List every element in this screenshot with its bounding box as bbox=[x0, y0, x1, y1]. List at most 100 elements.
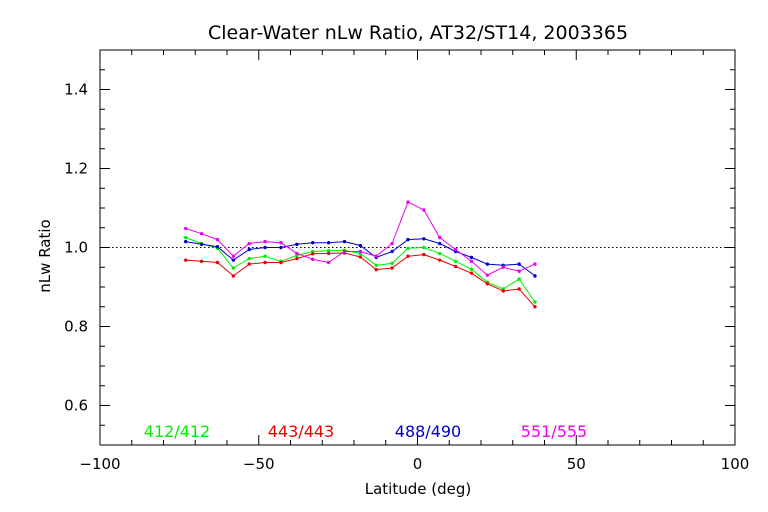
x-tick-label: 100 bbox=[721, 455, 750, 473]
data-point bbox=[326, 241, 331, 245]
series-layer bbox=[184, 200, 537, 309]
data-point bbox=[215, 245, 220, 249]
data-point bbox=[215, 237, 220, 242]
data-point bbox=[501, 289, 505, 293]
data-point bbox=[390, 266, 394, 270]
data-point bbox=[199, 259, 204, 264]
data-point bbox=[247, 262, 251, 266]
data-point bbox=[438, 241, 442, 246]
data-point bbox=[517, 262, 521, 266]
data-point bbox=[422, 252, 426, 257]
data-point bbox=[358, 243, 363, 248]
data-point bbox=[406, 237, 410, 242]
data-point bbox=[311, 252, 315, 256]
data-point bbox=[374, 263, 378, 267]
x-axis-label: Latitude (deg) bbox=[365, 480, 471, 498]
y-tick-label: 0.8 bbox=[64, 318, 88, 336]
series-488-490 bbox=[184, 237, 537, 278]
data-point bbox=[184, 239, 188, 244]
legend-entry: 488/490 bbox=[395, 422, 461, 441]
data-point bbox=[453, 247, 458, 252]
data-point bbox=[438, 235, 442, 240]
y-tick-label: 1.0 bbox=[64, 239, 88, 257]
data-point bbox=[501, 265, 505, 269]
data-point bbox=[422, 237, 426, 241]
data-point bbox=[295, 242, 299, 247]
data-point bbox=[295, 251, 299, 256]
data-point bbox=[279, 241, 283, 245]
data-point bbox=[199, 231, 204, 236]
y-tick-label: 1.2 bbox=[64, 160, 88, 178]
data-point bbox=[231, 258, 236, 262]
data-point bbox=[184, 226, 188, 231]
data-point bbox=[390, 261, 394, 265]
data-point bbox=[358, 255, 363, 259]
x-tick-label: −100 bbox=[79, 455, 120, 473]
data-point bbox=[311, 241, 315, 245]
data-point bbox=[469, 255, 474, 260]
data-point bbox=[231, 266, 236, 270]
data-point bbox=[326, 260, 331, 265]
x-tick-label: −50 bbox=[243, 455, 275, 473]
data-point bbox=[485, 273, 490, 277]
data-point bbox=[390, 241, 394, 246]
data-point bbox=[533, 300, 537, 304]
data-point bbox=[311, 249, 315, 254]
axis-ticks bbox=[99, 49, 736, 446]
data-point bbox=[231, 274, 236, 278]
data-point bbox=[263, 260, 267, 265]
data-point bbox=[247, 256, 251, 261]
data-point bbox=[390, 249, 394, 254]
legend: 412/412 443/443 488/490 551/555 bbox=[144, 422, 587, 441]
data-point bbox=[453, 264, 458, 269]
data-point bbox=[263, 245, 267, 250]
data-point bbox=[326, 251, 331, 256]
chart-title: Clear-Water nLw Ratio, AT32/ST14, 200336… bbox=[208, 22, 628, 44]
data-point bbox=[311, 257, 315, 262]
legend-entry: 412/412 bbox=[144, 422, 210, 441]
data-point bbox=[231, 254, 236, 258]
data-point bbox=[533, 305, 537, 309]
data-point bbox=[517, 269, 521, 273]
data-point bbox=[533, 262, 537, 266]
data-point bbox=[247, 241, 251, 246]
axis-tick-labels: −100 −50 0 50 100 0.6 0.8 1.0 1.2 1.4 bbox=[64, 81, 749, 474]
data-point bbox=[453, 259, 458, 264]
y-tick-label: 1.4 bbox=[64, 81, 88, 99]
data-point bbox=[406, 246, 410, 250]
data-point bbox=[358, 249, 363, 254]
x-tick-label: 0 bbox=[413, 455, 423, 473]
data-point bbox=[406, 200, 410, 204]
legend-entry: 551/555 bbox=[521, 422, 587, 441]
data-point bbox=[215, 260, 220, 265]
data-point bbox=[374, 267, 378, 272]
series-551-555 bbox=[184, 200, 537, 277]
data-point bbox=[485, 282, 490, 286]
data-point bbox=[263, 239, 267, 244]
data-point bbox=[406, 254, 410, 258]
data-point bbox=[469, 271, 474, 275]
data-point bbox=[422, 208, 426, 212]
data-point bbox=[184, 258, 188, 262]
data-point bbox=[469, 267, 474, 271]
legend-entry: 443/443 bbox=[268, 422, 334, 441]
data-point bbox=[438, 258, 442, 262]
series-443-443 bbox=[184, 251, 537, 309]
data-point bbox=[247, 247, 251, 252]
x-tick-label: 50 bbox=[567, 455, 586, 473]
data-point bbox=[485, 262, 490, 266]
data-point bbox=[342, 249, 347, 254]
data-point bbox=[438, 251, 442, 256]
data-point bbox=[184, 235, 188, 240]
data-point bbox=[422, 245, 426, 250]
data-point bbox=[342, 239, 347, 244]
data-point bbox=[279, 245, 283, 250]
data-point bbox=[517, 287, 521, 291]
data-point bbox=[517, 277, 521, 281]
y-axis-label: nLw Ratio bbox=[36, 219, 54, 292]
data-point bbox=[374, 254, 378, 258]
data-point bbox=[263, 254, 267, 258]
data-point bbox=[533, 274, 537, 278]
